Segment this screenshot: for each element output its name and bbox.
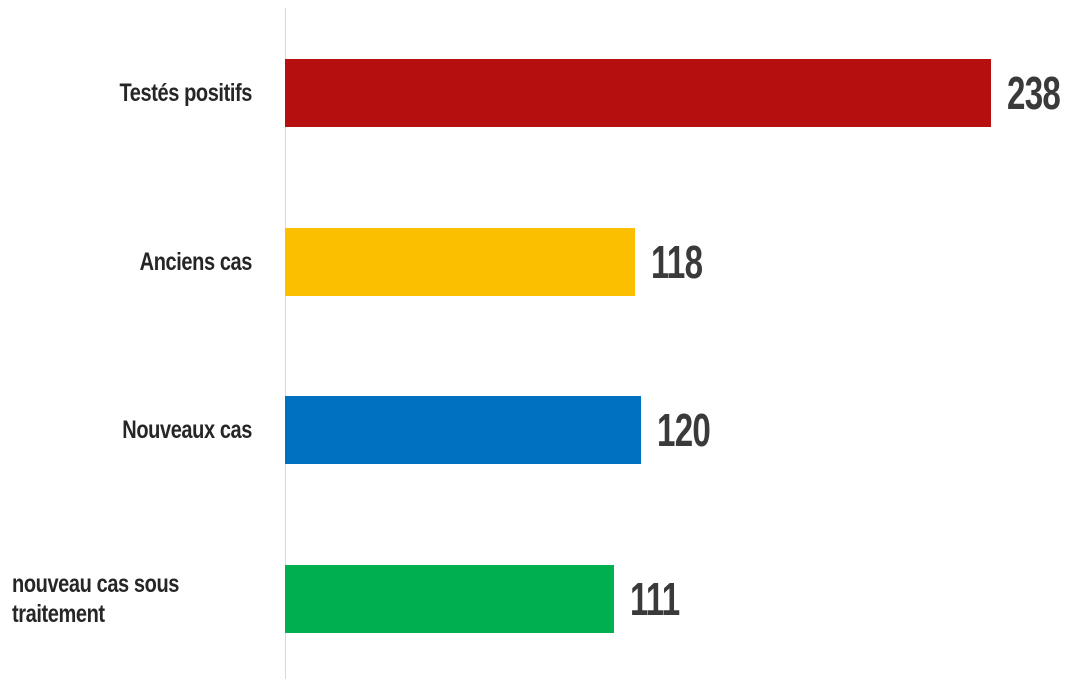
category-text: Nouveaux cas	[122, 416, 252, 444]
value-label: 111	[630, 572, 680, 625]
category-label: nouveau cas sous traitement	[12, 569, 252, 629]
bar	[285, 396, 641, 464]
value-label: 238	[1007, 67, 1061, 119]
category-label: Nouveaux cas	[12, 400, 252, 460]
value-label: 120	[656, 404, 711, 456]
bar	[285, 564, 615, 633]
category-text: nouveau cas sous traitement	[12, 569, 179, 628]
axis-line	[285, 8, 286, 679]
category-text: Testés positifs	[119, 79, 252, 107]
bar	[285, 227, 636, 296]
bar	[285, 59, 991, 127]
category-label: Testés positifs	[12, 63, 252, 123]
category-text: Anciens cas	[139, 247, 253, 276]
category-label: Anciens cas	[12, 232, 253, 292]
value-label: 118	[651, 235, 703, 288]
